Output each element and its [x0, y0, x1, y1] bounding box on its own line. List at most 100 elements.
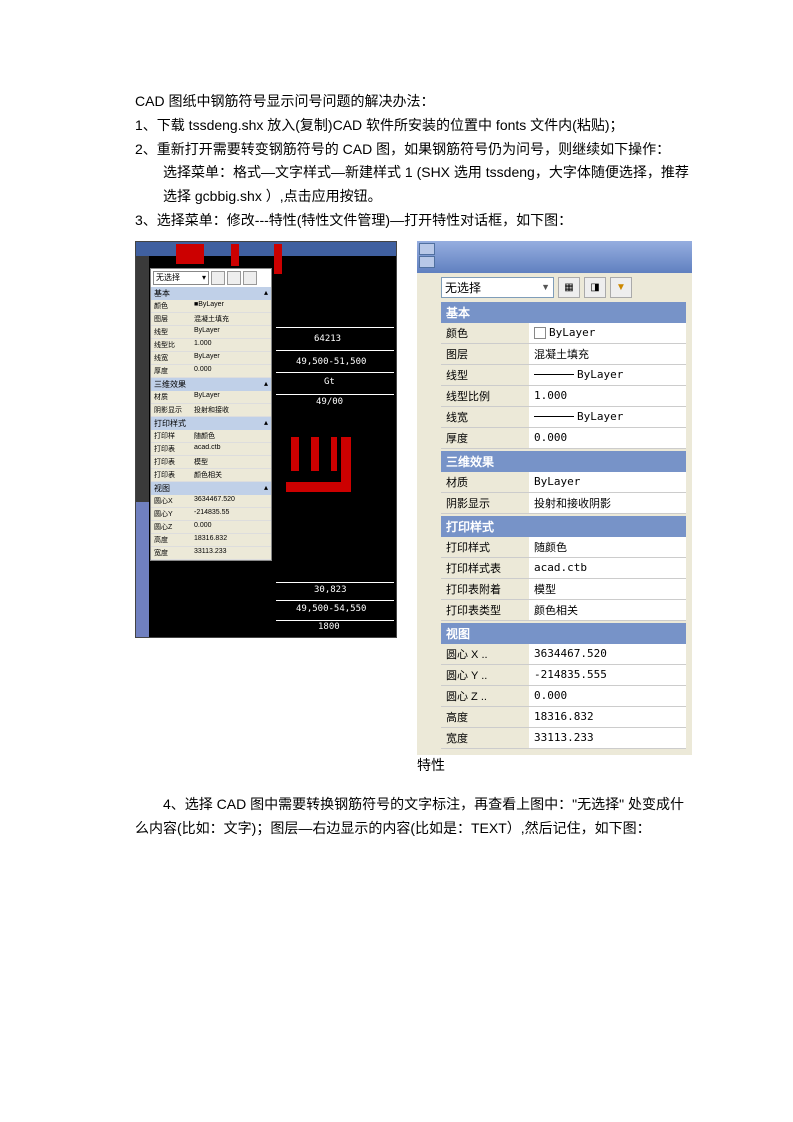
dim3: 49/00 [316, 397, 343, 407]
prop-value[interactable]: 0.000 [529, 428, 686, 448]
title-text: CAD 图纸中钢筋符号显示问号问题的解决办法： [135, 90, 693, 114]
step2: 2、重新打开需要转变钢筋符号的 CAD 图，如果钢筋符号仍为问号，则继续如下操作… [135, 138, 693, 162]
prop-key: 线型 [441, 365, 529, 385]
prop-value[interactable]: 3634467.520 [529, 644, 686, 664]
prop-row[interactable]: 圆心 Z ..0.000 [441, 686, 686, 707]
prop-key: 线型比例 [441, 386, 529, 406]
prop-row[interactable]: 线型比例1.000 [441, 386, 686, 407]
mini-sec-basic: 基本▴ [151, 287, 271, 300]
filter-icon[interactable]: ▼ [610, 277, 632, 298]
props-panel-wrap: 无选择▼ ▦ ◨ ▼ 基本颜色 ByLayer图层混凝土填充线型 ByLayer… [417, 241, 692, 775]
prop-row[interactable]: 材质ByLayer [441, 472, 686, 493]
step3: 3、选择菜单：修改---特性(特性文件管理)—打开特性对话框，如下图： [135, 209, 693, 233]
prop-value[interactable]: 模型 [529, 579, 686, 599]
mini-row: 材质ByLayer [151, 391, 271, 404]
prop-key: 打印表类型 [441, 600, 529, 620]
prop-value[interactable]: 1.000 [529, 386, 686, 406]
prop-key: 圆心 Y .. [441, 665, 529, 685]
mini-row: 打印样随颜色 [151, 430, 271, 443]
prop-row[interactable]: 圆心 Y ..-214835.555 [441, 665, 686, 686]
mini-row: 线宽ByLayer [151, 352, 271, 365]
dim4: 30,823 [314, 585, 347, 595]
prop-value[interactable]: ByLayer [529, 472, 686, 492]
props-btn2[interactable]: ◨ [584, 277, 606, 298]
step1: 1、下载 tssdeng.shx 放入(复制)CAD 软件所安装的位置中 fon… [135, 114, 693, 138]
mini-row: 线型ByLayer [151, 326, 271, 339]
mini-row: 圆心X3634467.520 [151, 495, 271, 508]
group-header-td: 三维效果 [441, 451, 686, 472]
prop-value[interactable]: 混凝土填充 [529, 344, 686, 364]
prop-value[interactable]: ByLayer [529, 323, 686, 343]
prop-row[interactable]: 宽度33113.233 [441, 728, 686, 749]
step4: 4、选择 CAD 图中需要转换钢筋符号的文字标注，再查看上图中："无选择" 处变… [135, 793, 693, 841]
prop-key: 材质 [441, 472, 529, 492]
mini-btn2[interactable] [227, 271, 241, 285]
props-panel: 无选择▼ ▦ ◨ ▼ 基本颜色 ByLayer图层混凝土填充线型 ByLayer… [417, 241, 692, 755]
props-sidetab[interactable]: 特性 [417, 755, 692, 775]
cad-screenshot-left: 64213 49,500-51,500 Gt 49/00 30,823 49,5… [135, 241, 397, 638]
prop-row[interactable]: 打印样式表acad.ctb [441, 558, 686, 579]
prop-key: 圆心 Z .. [441, 686, 529, 706]
prop-value[interactable]: acad.ctb [529, 558, 686, 578]
props-btn1[interactable]: ▦ [558, 277, 580, 298]
group-header-print: 打印样式 [441, 516, 686, 537]
mini-props-panel: 无选择▾ 基本▴ 颜色■ByLayer图层混凝土填充线型ByLayer线型比1.… [150, 268, 272, 561]
prop-key: 高度 [441, 707, 529, 727]
mini-row: 颜色■ByLayer [151, 300, 271, 313]
mini-row: 图层混凝土填充 [151, 313, 271, 326]
mini-row: 打印表acad.ctb [151, 443, 271, 456]
mini-row: 线型比1.000 [151, 339, 271, 352]
prop-row[interactable]: 厚度0.000 [441, 428, 686, 449]
mini-btn3[interactable] [243, 271, 257, 285]
mini-row: 圆心Y-214835.55 [151, 508, 271, 521]
prop-row[interactable]: 图层混凝土填充 [441, 344, 686, 365]
prop-row[interactable]: 打印表附着模型 [441, 579, 686, 600]
prop-value[interactable]: 18316.832 [529, 707, 686, 727]
prop-value[interactable]: 随颜色 [529, 537, 686, 557]
prop-key: 图层 [441, 344, 529, 364]
dim6: 1800 [318, 622, 340, 632]
mini-sec-td: 三维效果▴ [151, 378, 271, 391]
prop-value[interactable]: ByLayer [529, 365, 686, 385]
group-header-basic: 基本 [441, 302, 686, 323]
prop-value[interactable]: -214835.555 [529, 665, 686, 685]
group-header-view: 视图 [441, 623, 686, 644]
prop-row[interactable]: 高度18316.832 [441, 707, 686, 728]
dim1: 49,500-51,500 [296, 357, 366, 367]
mini-row: 圆心Z0.000 [151, 521, 271, 534]
panel-close-icons[interactable] [419, 243, 439, 268]
prop-value[interactable]: 0.000 [529, 686, 686, 706]
mini-row: 打印表模型 [151, 456, 271, 469]
prop-row[interactable]: 打印样式随颜色 [441, 537, 686, 558]
mini-btn1[interactable] [211, 271, 225, 285]
prop-key: 打印表附着 [441, 579, 529, 599]
prop-key: 线宽 [441, 407, 529, 427]
mini-row: 厚度0.000 [151, 365, 271, 378]
mini-sec-print: 打印样式▴ [151, 417, 271, 430]
dim5: 49,500-54,550 [296, 604, 366, 614]
prop-value[interactable]: 投射和接收阴影 [529, 493, 686, 513]
prop-row[interactable]: 阴影显示投射和接收阴影 [441, 493, 686, 514]
prop-value[interactable]: ByLayer [529, 407, 686, 427]
prop-key: 打印样式表 [441, 558, 529, 578]
mini-row: 高度18316.832 [151, 534, 271, 547]
step2a: 选择菜单：格式—文字样式—新建样式 1 (SHX 选用 tssdeng，大字体随… [135, 161, 693, 209]
prop-value[interactable]: 颜色相关 [529, 600, 686, 620]
prop-key: 厚度 [441, 428, 529, 448]
mini-select[interactable]: 无选择▾ [153, 271, 209, 285]
prop-row[interactable]: 打印表类型颜色相关 [441, 600, 686, 621]
selection-dropdown[interactable]: 无选择▼ [441, 277, 554, 298]
prop-key: 阴影显示 [441, 493, 529, 513]
prop-value[interactable]: 33113.233 [529, 728, 686, 748]
prop-key: 宽度 [441, 728, 529, 748]
prop-row[interactable]: 线宽 ByLayer [441, 407, 686, 428]
prop-row[interactable]: 圆心 X ..3634467.520 [441, 644, 686, 665]
prop-key: 颜色 [441, 323, 529, 343]
mini-row: 阴影显示投射和接收 [151, 404, 271, 417]
prop-key: 圆心 X .. [441, 644, 529, 664]
prop-row[interactable]: 颜色 ByLayer [441, 323, 686, 344]
mini-row: 打印表颜色相关 [151, 469, 271, 482]
dim0: 64213 [314, 334, 341, 344]
prop-key: 打印样式 [441, 537, 529, 557]
prop-row[interactable]: 线型 ByLayer [441, 365, 686, 386]
